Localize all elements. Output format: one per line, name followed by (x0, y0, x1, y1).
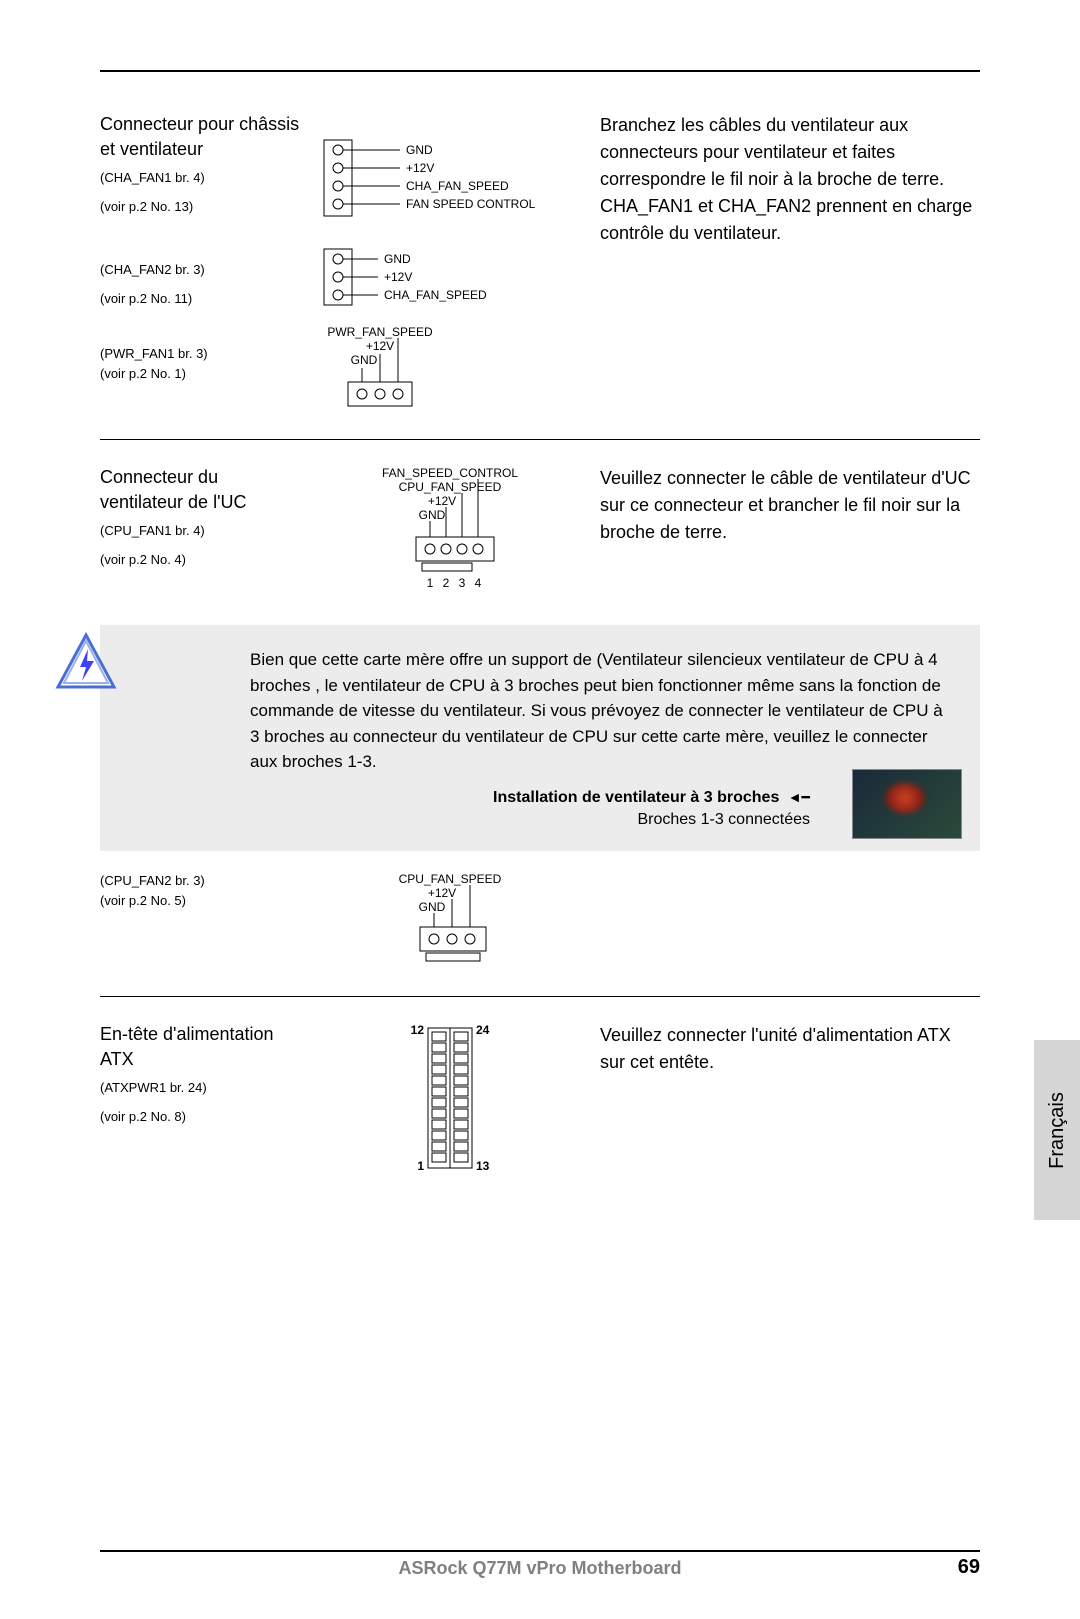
svg-text:2: 2 (443, 576, 450, 590)
svg-text:CHA_FAN_SPEED: CHA_FAN_SPEED (384, 288, 487, 302)
section3-title: En-tête d'alimentation ATX (100, 1022, 300, 1072)
section1-desc: Branchez les câbles du ventilateur aux c… (600, 112, 980, 247)
cpu-conn1-name: (CPU_FAN1 br. 4) (100, 521, 300, 542)
rule-1 (100, 439, 980, 440)
svg-text:CPU_FAN_SPEED: CPU_FAN_SPEED (399, 872, 502, 886)
page-footer: ASRock Q77M vPro Motherboard 69 (100, 1550, 980, 1579)
language-tab: Français (1034, 1040, 1080, 1220)
svg-text:GND: GND (419, 900, 446, 914)
diagram-cpu-fan1: FAN_SPEED_CONTROL CPU_FAN_SPEED +12V GND… (350, 465, 550, 595)
rule-2 (100, 996, 980, 997)
conn3-name: (PWR_FAN1 br. 3) (100, 344, 300, 365)
section1-title: Connecteur pour châssis et ventilateur (100, 112, 300, 162)
footer-text: ASRock Q77M vPro Motherboard (398, 1558, 681, 1578)
svg-text:GND: GND (351, 353, 378, 367)
diagram-pwr-fan1: PWR_FAN_SPEED +12V GND (320, 324, 500, 414)
conn2-name: (CHA_FAN2 br. 3) (100, 260, 300, 281)
cpu-conn1-ref: (voir p.2 No. 4) (100, 550, 300, 571)
svg-text:+12V: +12V (428, 886, 456, 900)
warning-icon (54, 631, 118, 695)
section-cpu-fan2: (CPU_FAN2 br. 3) (voir p.2 No. 5) CPU_FA… (100, 871, 980, 976)
svg-text:+12V: +12V (366, 339, 394, 353)
warning-callout: Bien que cette carte mère offre un suppo… (100, 625, 980, 851)
cpu-conn2-ref: (voir p.2 No. 5) (100, 891, 300, 912)
cpu-conn2-name: (CPU_FAN2 br. 3) (100, 871, 300, 892)
svg-text:GND: GND (419, 508, 446, 522)
svg-text:3: 3 (459, 576, 466, 590)
atx-ref: (voir p.2 No. 8) (100, 1107, 300, 1128)
section-chassis-fan: Connecteur pour châssis et ventilateur (… (100, 112, 980, 419)
svg-text:FAN_SPEED_CONTROL: FAN_SPEED_CONTROL (382, 466, 518, 480)
section2-title: Connecteur du ventilateur de l'UC (100, 465, 300, 515)
conn3-ref: (voir p.2 No. 1) (100, 364, 300, 385)
conn1-name: (CHA_FAN1 br. 4) (100, 168, 300, 189)
arrow-left-icon: ◄━ (784, 789, 810, 805)
diagram-cpu-fan2: CPU_FAN_SPEED +12V GND (360, 871, 540, 971)
diagram-atx: 12 24 1 (380, 1022, 520, 1182)
callout-text: Bien que cette carte mère offre un suppo… (250, 647, 950, 775)
svg-text:12: 12 (411, 1023, 425, 1037)
section-cpu-fan: Connecteur du ventilateur de l'UC (CPU_F… (100, 465, 980, 600)
svg-text:13: 13 (476, 1159, 490, 1173)
svg-text:24: 24 (476, 1023, 490, 1037)
section-atx: En-tête d'alimentation ATX (ATXPWR1 br. … (100, 1022, 980, 1187)
svg-text:+12V: +12V (428, 494, 456, 508)
callout-sub-norm: Broches 1-3 connectées (130, 811, 810, 829)
svg-text:GND: GND (406, 143, 433, 157)
top-rule (100, 70, 980, 72)
conn2-ref: (voir p.2 No. 11) (100, 289, 300, 310)
atx-name: (ATXPWR1 br. 24) (100, 1078, 300, 1099)
conn1-ref: (voir p.2 No. 13) (100, 197, 300, 218)
svg-text:CPU_FAN_SPEED: CPU_FAN_SPEED (399, 480, 502, 494)
svg-text:1: 1 (417, 1159, 424, 1173)
svg-text:1: 1 (427, 576, 434, 590)
diagram-cha-fan1: GND +12V CHA_FAN_SPEED FAN SPEED CONTROL (320, 138, 560, 222)
svg-text:PWR_FAN_SPEED: PWR_FAN_SPEED (327, 325, 433, 339)
section2-desc: Veuillez connecter le câble de ventilate… (600, 465, 980, 546)
callout-sub-bold: Installation de ventilateur à 3 broches (493, 789, 779, 806)
svg-text:FAN SPEED CONTROL: FAN SPEED CONTROL (406, 197, 536, 211)
install-photo (852, 769, 962, 839)
svg-text:+12V: +12V (406, 161, 434, 175)
diagram-cha-fan2: GND +12V CHA_FAN_SPEED (320, 247, 540, 311)
svg-text:CHA_FAN_SPEED: CHA_FAN_SPEED (406, 179, 509, 193)
language-label: Français (1046, 1092, 1069, 1169)
section3-desc: Veuillez connecter l'unité d'alimentatio… (600, 1022, 980, 1076)
page-number: 69 (958, 1556, 980, 1579)
svg-text:GND: GND (384, 252, 411, 266)
svg-text:+12V: +12V (384, 270, 412, 284)
svg-text:4: 4 (475, 576, 482, 590)
